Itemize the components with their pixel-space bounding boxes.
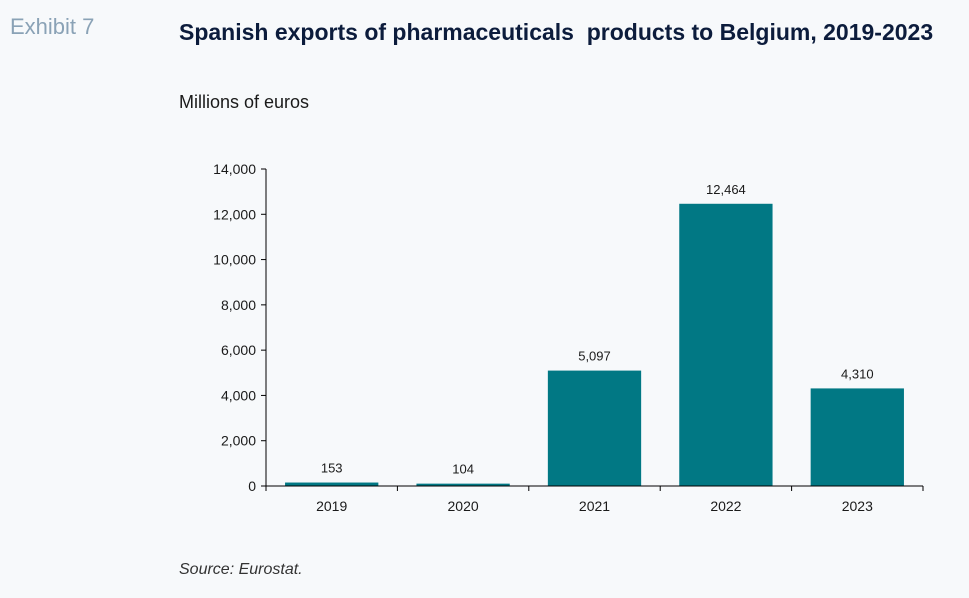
y-tick-label: 4,000 [221,387,256,403]
y-tick-label: 0 [248,478,256,494]
x-tick-label-2022: 2022 [710,498,741,514]
y-tick-label: 2,000 [221,433,256,449]
y-tick-label: 12,000 [213,206,256,222]
y-tick-label: 10,000 [213,252,256,268]
data-label-2023: 4,310 [841,366,874,381]
x-tick-label-2021: 2021 [579,498,610,514]
bar-2022 [679,203,773,487]
chart-subtitle: Millions of euros [179,92,310,112]
data-label-2021: 5,097 [578,349,611,364]
bar-2019 [285,482,379,486]
chart-title: Spanish exports of pharmaceuticals produ… [179,19,934,45]
data-label-2020: 104 [452,462,474,477]
bar-2020 [416,483,510,486]
x-tick-label-2020: 2020 [448,498,479,514]
data-label-2022: 12,464 [706,182,746,197]
y-tick-label: 8,000 [221,297,256,313]
x-tick-label-2023: 2023 [842,498,873,514]
y-tick-label: 6,000 [221,342,256,358]
x-tick-label-2019: 2019 [316,498,347,514]
exhibit-label: Exhibit 7 [10,14,95,39]
data-label-2019: 153 [321,461,343,476]
y-tick-label: 14,000 [213,161,256,177]
bar-2021 [547,370,642,486]
source-note: Source: Eurostat. [179,561,303,578]
bar-2023 [810,388,904,486]
